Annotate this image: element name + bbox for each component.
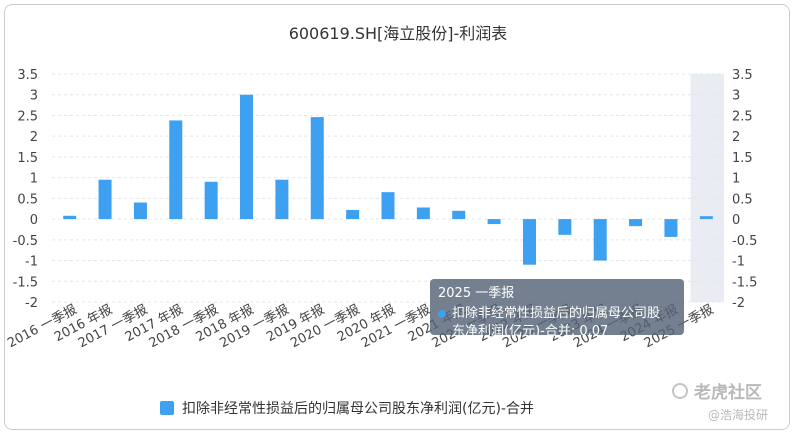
y-tick-label-right: 1.5 [732,151,753,166]
chart-title: 600619.SH[海立股份]-利润表 [288,24,508,43]
bar-14[interactable] [558,219,572,235]
y-tick-label-left: -0.5 [13,234,38,249]
y-tick-label-left: 1.5 [17,151,38,166]
y-tick-label-right: -2 [732,296,745,311]
bar-7[interactable] [310,117,324,220]
tooltip-text: 扣除非经常性损益后的归属母公司股东净利润(亿元)-合并: 0.07 [452,306,661,339]
bar-1[interactable] [98,179,112,220]
y-tick-label-right: 3.5 [732,68,753,83]
y-tick-label-left: 2 [30,130,38,145]
bar-17[interactable] [664,219,678,237]
watermark-author: @浩海投研 [708,408,769,422]
y-tick-label-right: -0.5 [732,234,757,249]
y-tick-label-right: 1 [732,172,740,187]
watermark-brand: 老虎社区 [672,378,762,403]
y-tick-label-left: 3 [30,89,38,104]
bar-9[interactable] [381,192,395,220]
legend-swatch [160,401,174,415]
bar-12[interactable] [487,219,501,225]
tooltip-title: 2025 一季报 [438,286,515,301]
bar-6[interactable] [275,179,289,220]
y-tick-label-right: 2 [732,130,740,145]
bar-2[interactable] [133,202,147,220]
bar-0[interactable] [63,215,77,220]
bar-8[interactable] [346,209,360,220]
legend-label: 扣除非经常性损益后的归属母公司股东净利润(亿元)-合并 [182,401,534,417]
y-tick-label-left: 1 [30,172,38,187]
y-tick-label-left: 3.5 [17,68,38,83]
y-tick-label-right: -1 [732,255,745,270]
y-tick-label-right: 2.5 [732,109,753,124]
y-tick-label-right: -1.5 [732,275,757,290]
y-tick-label-left: 0 [30,213,38,228]
watermark-brand-text: 老虎社区 [694,383,762,403]
y-tick-label-left: -1.5 [13,275,38,290]
bar-16[interactable] [629,219,643,227]
y-tick-label-right: 3 [732,89,740,104]
bar-11[interactable] [452,210,466,220]
y-tick-label-left: -1 [25,255,38,270]
legend[interactable]: 扣除非经常性损益后的归属母公司股东净利润(亿元)-合并 [160,398,534,418]
bar-18[interactable] [699,216,713,220]
bar-10[interactable] [416,207,430,220]
highlight-band [690,74,724,302]
bar-5[interactable] [240,94,254,220]
brand-logo-icon [672,382,688,399]
bar-13[interactable] [522,219,536,265]
y-tick-label-left: 0.5 [17,192,38,207]
y-tick-label-left: -2 [25,296,38,311]
bar-4[interactable] [204,181,218,220]
y-tick-label-right: 0.5 [732,192,753,207]
bar-3[interactable] [169,120,183,220]
tooltip: 2025 一季报 扣除非经常性损益后的归属母公司股东净利润(亿元)-合并: 0.… [430,279,684,339]
y-tick-label-right: 0 [732,213,740,228]
y-tick-label-left: 2.5 [17,109,38,124]
bar-15[interactable] [593,219,607,261]
tooltip-series-dot [438,310,446,318]
